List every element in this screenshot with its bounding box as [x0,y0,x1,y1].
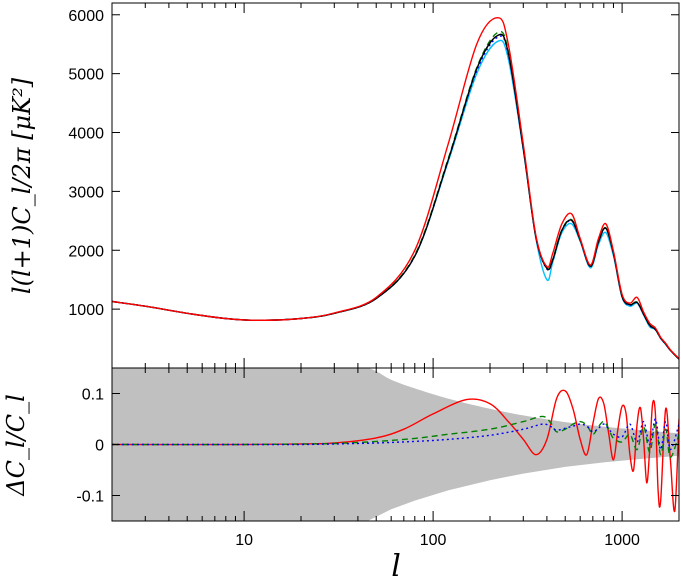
top-y-tick-label: 2000 [68,243,104,260]
x-tick-label: 10 [235,532,253,549]
x-tick-label: 100 [420,532,447,549]
cosmic-variance-band [112,368,679,521]
top-series-group [112,16,679,360]
bottom-y-axis-label: ΔC_l/C_l [2,394,30,497]
top-y-tick-label: 6000 [68,8,104,25]
top-y-tick-label: 1000 [68,302,104,319]
x-axis-label: l [391,549,401,581]
ticks-group: 1000 2000 3000 4000 5000 6000 -0.1 0 0.1 10 100 100… [68,3,680,549]
top-panel-frame [111,2,680,369]
bottom-series-line-0 [112,389,679,513]
bottom-series-group [112,389,679,513]
top-y-tick-label: 5000 [68,67,104,84]
x-tick-label: 1000 [604,532,640,549]
top-series-line-3 [112,33,679,360]
top-series-line-1 [112,30,679,360]
bottom-series-line-1 [112,415,679,459]
top-series-line-2 [112,35,679,360]
bottom-y-tick-label: 0.1 [82,387,104,404]
top-y-axis-label: l(l+1)C_l/2π [μK²] [8,77,36,294]
cosmic-variance-band-group [112,368,679,521]
top-y-tick-label: 3000 [68,184,104,201]
bottom-series-line-2 [112,418,679,451]
top-y-tick-label: 4000 [68,126,104,143]
top-series-line-0 [112,39,679,360]
bottom-panel-frame [111,367,680,522]
bottom-y-tick-label: -0.1 [76,489,104,506]
bottom-y-tick-label: 0 [95,438,104,455]
top-series-line-4 [112,16,679,360]
